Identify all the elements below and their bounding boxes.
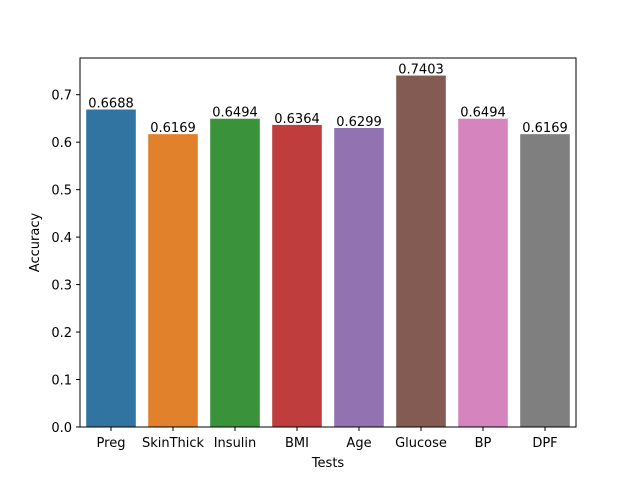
bars-group — [86, 75, 570, 427]
x-tick-label-dpf: DPF — [532, 436, 557, 451]
data-label-skinthick: 0.6169 — [150, 121, 196, 136]
y-tick-label: 0.0 — [51, 421, 72, 436]
x-axis: Preg SkinThick Insulin BMI Age Glucose BP DPF — [97, 427, 558, 451]
data-label-dpf: 0.6169 — [522, 121, 568, 136]
bar-preg — [86, 109, 136, 427]
x-tick-label-insulin: Insulin — [214, 436, 257, 451]
x-tick-label-age: Age — [346, 436, 371, 451]
y-tick-label: 0.3 — [51, 279, 72, 294]
data-label-age: 0.6299 — [336, 115, 382, 130]
bar-insulin — [210, 118, 260, 427]
y-tick-label: 0.6 — [51, 136, 72, 151]
y-tick-label: 0.1 — [51, 374, 72, 389]
bar-bmi — [272, 124, 322, 427]
bar-glucose — [396, 75, 446, 427]
y-tick-label: 0.4 — [51, 231, 72, 246]
y-tick-label: 0.7 — [51, 89, 72, 104]
x-tick-label-preg: Preg — [97, 436, 126, 451]
bar-age — [334, 127, 384, 427]
data-label-preg: 0.6688 — [88, 97, 134, 112]
bar-bp — [458, 118, 508, 427]
data-label-bp: 0.6494 — [460, 106, 506, 121]
x-tick-label-bmi: BMI — [285, 436, 309, 451]
y-tick-label: 0.5 — [51, 184, 72, 199]
x-tick-label-glucose: Glucose — [395, 436, 447, 451]
y-tick-label: 0.2 — [51, 326, 72, 341]
x-axis-title: Tests — [311, 456, 345, 471]
y-axis-title: Accuracy — [28, 213, 43, 273]
data-label-insulin: 0.6494 — [212, 106, 258, 121]
data-labels-group: 0.6688 0.6169 0.6494 0.6364 0.6299 0.7403 0.64… — [88, 63, 568, 137]
bar-skinthick — [148, 134, 198, 427]
y-axis: 0.0 0.1 0.2 0.3 0.4 0.5 0.6 0.7 — [51, 89, 80, 436]
bar-dpf — [520, 134, 570, 427]
x-tick-label-skinthick: SkinThick — [142, 436, 205, 451]
data-label-glucose: 0.7403 — [398, 63, 444, 78]
plot-frame — [79, 57, 577, 428]
data-label-bmi: 0.6364 — [274, 112, 320, 127]
x-tick-label-bp: BP — [475, 436, 492, 451]
